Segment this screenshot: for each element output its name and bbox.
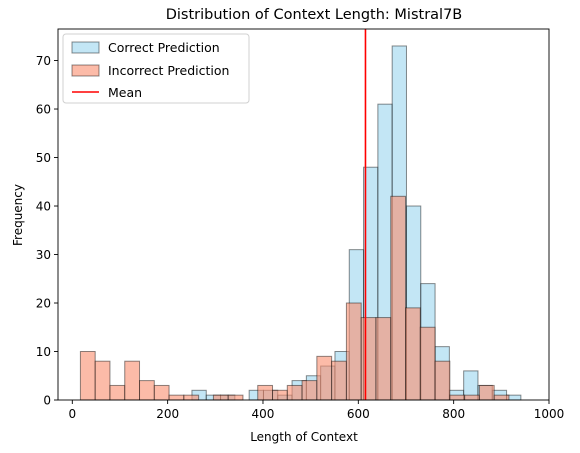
bar-incorrect-6 [168,394,185,401]
legend-swatch-correct [71,41,100,54]
legend-label-correct: Correct Prediction [108,40,220,55]
bar-incorrect-10 [257,384,274,401]
bar-incorrect-22 [434,360,451,401]
legend: Correct Prediction Incorrect Prediction … [62,33,250,104]
x-tick-label: 200 [156,407,179,421]
bar-incorrect-19 [390,195,407,401]
bar-incorrect-12 [286,384,303,401]
bar-incorrect-15 [331,360,347,401]
bar-incorrect-1 [94,360,111,401]
y-tick-label: 10 [36,345,51,359]
y-axis-ticks: 0 10 20 30 40 50 60 70 [36,54,58,408]
legend-label-incorrect: Incorrect Prediction [108,63,229,78]
bar-incorrect-0 [79,351,96,401]
legend-label-mean: Mean [108,85,142,100]
bar-incorrect-13 [301,380,318,401]
chart-title: Distribution of Context Length: Mistral7… [166,7,463,23]
bar-incorrect-25 [478,384,495,401]
y-tick-label: 60 [36,103,51,117]
bar-incorrect-26 [493,394,510,401]
bar-incorrect-24 [464,394,480,401]
bar-incorrect-18 [375,317,392,401]
bar-incorrect-4 [139,380,155,401]
legend-box [62,33,250,104]
x-axis-ticks: 0 200 400 600 800 1000 [68,400,564,421]
bar-incorrect-8 [212,394,229,401]
plot-frame [57,28,550,401]
x-tick-label: 800 [442,407,465,421]
bar-incorrect-11 [272,389,288,401]
bar-incorrect-21 [419,326,436,401]
y-axis-label: Frequency [11,184,25,246]
legend-swatch-incorrect [71,64,100,77]
bar-incorrect-17 [360,317,377,401]
bar-incorrect-2 [109,384,126,401]
bar-incorrect-23 [449,394,466,401]
y-tick-label: 0 [43,394,51,408]
bar-incorrect-3 [124,360,141,401]
bar-incorrect-16 [345,302,362,401]
bar-incorrect-7 [183,394,200,401]
y-tick-label: 50 [36,151,51,165]
bar-incorrect-20 [405,307,421,401]
x-axis-label: Length of Context [250,430,358,444]
bar-incorrect-14 [316,355,333,401]
bar-incorrect-9 [227,394,244,401]
x-tick-label: 400 [252,407,275,421]
plot-bars [79,45,522,401]
bar-incorrect-5 [153,384,170,401]
x-tick-label: 0 [68,407,76,421]
y-tick-label: 70 [36,54,51,68]
y-tick-label: 30 [36,248,51,262]
y-tick-label: 40 [36,200,51,214]
y-tick-label: 20 [36,297,51,311]
x-tick-label: 600 [347,407,370,421]
x-tick-label: 1000 [534,407,565,421]
